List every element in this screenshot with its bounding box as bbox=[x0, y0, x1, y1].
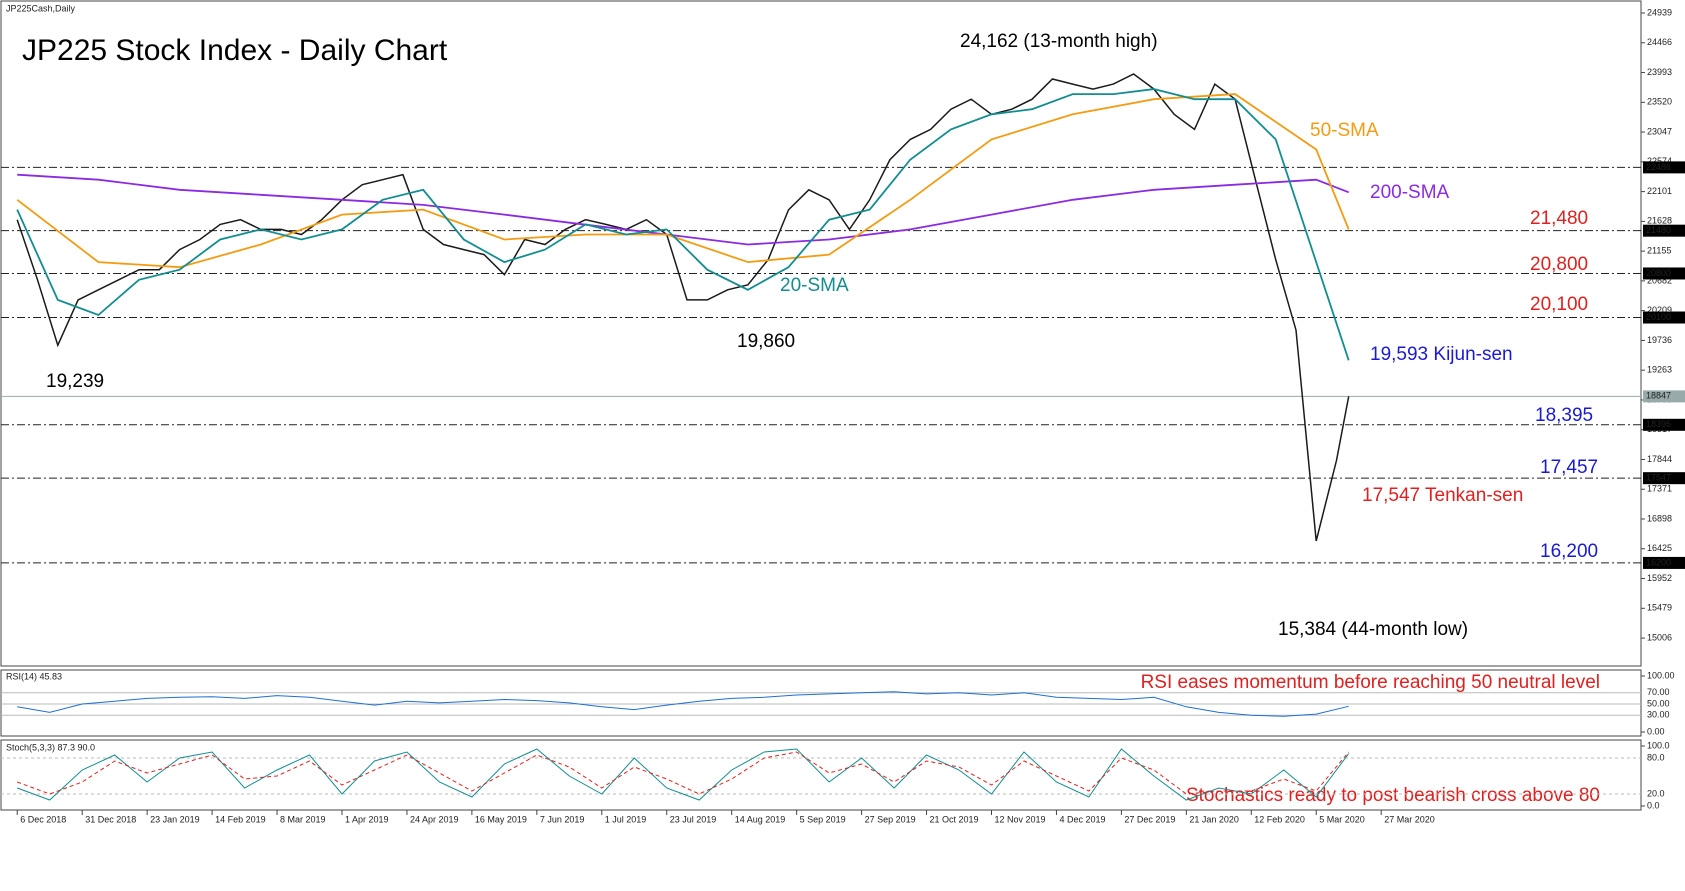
x-tick-label: 1 Apr 2019 bbox=[345, 814, 389, 824]
annotation: 19,239 bbox=[46, 371, 104, 392]
y-tick-label: 22101 bbox=[1647, 186, 1672, 196]
x-tick-label: 27 Sep 2019 bbox=[865, 814, 916, 824]
annotation: 15,384 (44-month low) bbox=[1278, 619, 1468, 640]
y-tick-label: 23520 bbox=[1647, 97, 1672, 107]
y-tick-label: 15952 bbox=[1647, 573, 1672, 583]
level-label: 22486 bbox=[1646, 162, 1671, 172]
y-tick-label: 16898 bbox=[1647, 513, 1672, 523]
x-tick-label: 23 Jul 2019 bbox=[670, 814, 717, 824]
level-label-bg bbox=[1643, 556, 1685, 569]
price-line bbox=[16, 73, 1350, 542]
annotation: 21,480 bbox=[1530, 208, 1588, 229]
rsi-title: RSI(14) 45.83 bbox=[6, 671, 62, 681]
y-tick-label: 21628 bbox=[1647, 216, 1672, 226]
y-tick-label: 19736 bbox=[1647, 335, 1672, 345]
x-tick-label: 21 Oct 2019 bbox=[930, 814, 979, 824]
y-tick-label: 100.00 bbox=[1647, 670, 1675, 680]
x-tick-label: 14 Aug 2019 bbox=[735, 814, 786, 824]
stoch-main-line bbox=[17, 748, 1350, 801]
y-tick-label: 23993 bbox=[1647, 67, 1672, 77]
y-tick-label: 20209 bbox=[1647, 305, 1672, 315]
stoch-note: Stochastics ready to post bearish cross … bbox=[1186, 785, 1600, 806]
stoch-frame bbox=[0, 739, 1642, 811]
sma-line bbox=[17, 173, 1350, 246]
level-label: 18395 bbox=[1646, 419, 1671, 429]
annotation: 200-SMA bbox=[1370, 182, 1450, 203]
x-tick-label: 16 May 2019 bbox=[475, 814, 527, 824]
annotation: 50-SMA bbox=[1310, 120, 1379, 141]
x-tick-label: 5 Sep 2019 bbox=[800, 814, 846, 824]
sma-line bbox=[16, 93, 1350, 269]
level-label-bg bbox=[1643, 224, 1685, 237]
x-tick-label: 8 Mar 2019 bbox=[280, 814, 326, 824]
annotation: 18,395 bbox=[1535, 405, 1593, 426]
annotation: 20-SMA bbox=[780, 275, 849, 296]
level-label: 16200 bbox=[1646, 557, 1671, 567]
level-label: 18847 bbox=[1646, 391, 1671, 401]
level-label-bg bbox=[1643, 472, 1685, 485]
y-tick-label: 70.00 bbox=[1647, 687, 1670, 697]
x-tick-label: 21 Jan 2020 bbox=[1189, 814, 1239, 824]
y-tick-label: 0.0 bbox=[1647, 800, 1660, 810]
y-tick-label: 23047 bbox=[1647, 126, 1672, 136]
stoch-title: Stoch(5,3,3) 87.3 90.0 bbox=[6, 742, 95, 752]
rsi-line bbox=[17, 691, 1349, 717]
x-tick-label: 7 Jun 2019 bbox=[540, 814, 585, 824]
annotation: 16,200 bbox=[1540, 541, 1598, 562]
y-tick-label: 15006 bbox=[1647, 632, 1672, 642]
y-tick-label: 16425 bbox=[1647, 543, 1672, 553]
x-tick-label: 1 Jul 2019 bbox=[605, 814, 647, 824]
annotation: 17,547 Tenkan-sen bbox=[1362, 485, 1523, 506]
level-label-bg bbox=[1643, 161, 1685, 174]
x-tick-label: 4 Dec 2019 bbox=[1059, 814, 1105, 824]
level-label-bg bbox=[1643, 418, 1685, 431]
y-tick-label: 24466 bbox=[1647, 37, 1672, 47]
y-tick-label: 24939 bbox=[1647, 7, 1672, 17]
x-tick-label: 12 Feb 2020 bbox=[1254, 814, 1305, 824]
annotation: 19,593 Kijun-sen bbox=[1370, 344, 1513, 365]
annotation: 20,100 bbox=[1530, 294, 1588, 315]
x-tick-label: 12 Nov 2019 bbox=[994, 814, 1045, 824]
x-tick-label: 27 Dec 2019 bbox=[1124, 814, 1175, 824]
rsi-frame bbox=[0, 669, 1642, 737]
annotation: 17,457 bbox=[1540, 457, 1598, 478]
x-tick-label: 5 Mar 2020 bbox=[1319, 814, 1365, 824]
y-tick-label: 17371 bbox=[1647, 484, 1672, 494]
symbol: JP225Cash,Daily bbox=[6, 3, 76, 13]
y-tick-label: 17844 bbox=[1647, 454, 1672, 464]
stoch-signal-line bbox=[17, 751, 1350, 795]
y-tick-label: 21155 bbox=[1647, 246, 1671, 256]
level-label: 21480 bbox=[1646, 225, 1671, 235]
y-tick-label: 20682 bbox=[1647, 275, 1672, 285]
x-tick-label: 24 Apr 2019 bbox=[410, 814, 459, 824]
level-label-bg bbox=[1643, 267, 1685, 280]
x-tick-label: 6 Dec 2018 bbox=[20, 814, 66, 824]
y-tick-label: 15479 bbox=[1647, 603, 1672, 613]
sma-line bbox=[16, 88, 1350, 361]
y-tick-label: 80.0 bbox=[1647, 752, 1665, 762]
y-tick-label: 22574 bbox=[1647, 156, 1672, 166]
x-tick-label: 27 Mar 2020 bbox=[1384, 814, 1435, 824]
level-label: 20800 bbox=[1646, 268, 1671, 278]
chart-title: JP225 Stock Index - Daily Chart bbox=[22, 34, 448, 67]
x-tick-label: 31 Dec 2018 bbox=[85, 814, 136, 824]
rsi-note: RSI eases momentum before reaching 50 ne… bbox=[1141, 672, 1600, 693]
level-label: 20100 bbox=[1646, 312, 1671, 322]
y-tick-label: 30.00 bbox=[1647, 710, 1670, 720]
level-label: 17547 bbox=[1646, 473, 1671, 483]
x-tick-label: 14 Feb 2019 bbox=[215, 814, 266, 824]
y-tick-label: 0.00 bbox=[1647, 726, 1665, 736]
annotation: 24,162 (13-month high) bbox=[960, 31, 1158, 52]
main-frame bbox=[0, 0, 1642, 667]
y-tick-label: 100.0 bbox=[1647, 740, 1670, 750]
annotation: 19,860 bbox=[737, 331, 795, 352]
level-label-bg bbox=[1643, 311, 1685, 324]
y-tick-label: 19263 bbox=[1647, 365, 1672, 375]
y-tick-label: 20.0 bbox=[1647, 788, 1665, 798]
annotation: 20,800 bbox=[1530, 254, 1588, 275]
x-tick-label: 23 Jan 2019 bbox=[150, 814, 200, 824]
y-tick-label: 50.00 bbox=[1647, 698, 1670, 708]
level-label-bg bbox=[1643, 390, 1685, 403]
